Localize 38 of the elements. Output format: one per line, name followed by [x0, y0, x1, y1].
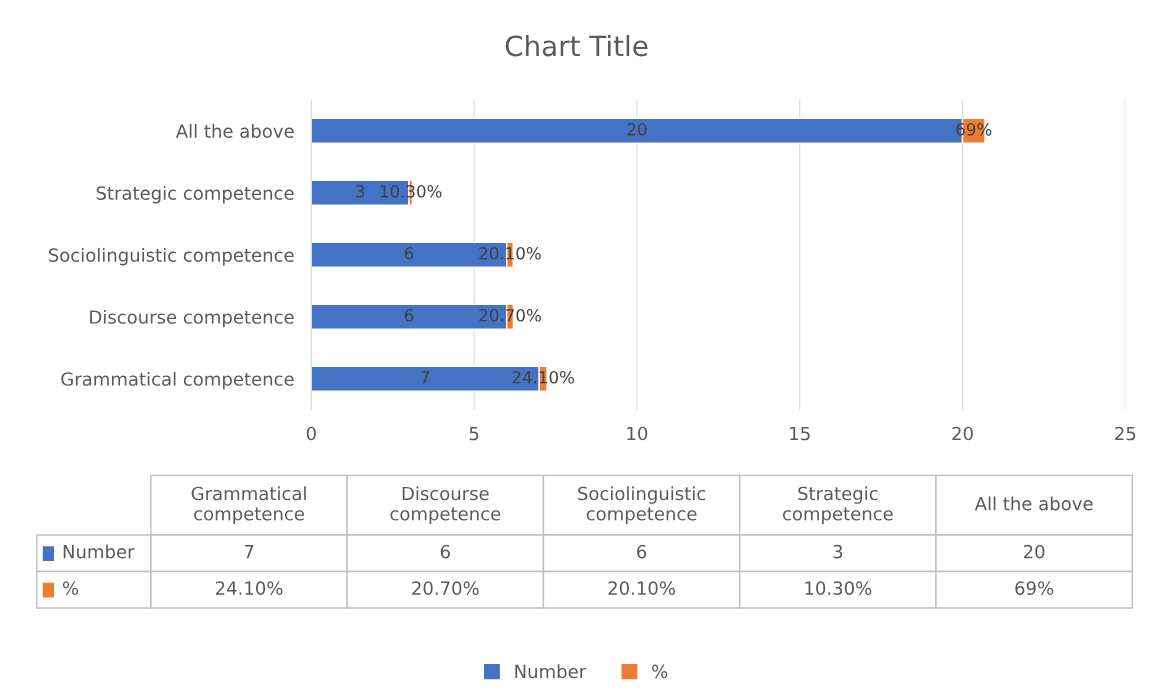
- legend-label: %: [652, 664, 668, 679]
- text: 6: [440, 544, 450, 559]
- x-tick-label: 20: [952, 426, 973, 441]
- x-tick-label: 25: [1115, 426, 1136, 441]
- x-tick-label: 15: [790, 426, 810, 441]
- data-label: 6: [404, 247, 414, 260]
- text: %: [62, 581, 79, 595]
- text: 20: [1023, 544, 1045, 559]
- text: 6: [637, 544, 647, 559]
- category-label: Strategic competence: [782, 486, 893, 525]
- legend-label: Number: [63, 544, 135, 559]
- x-tick-label: 10: [627, 426, 648, 441]
- text: 10.30%: [805, 581, 872, 595]
- text: 20.10%: [608, 581, 676, 595]
- data-label: 3: [356, 185, 365, 198]
- data-label: 24.10%: [512, 370, 575, 384]
- text: 24.10%: [215, 581, 283, 595]
- text: Number: [515, 664, 587, 679]
- x-tick-label: 5: [469, 426, 479, 441]
- category-label: All the above: [974, 496, 1093, 511]
- text: 69%: [1015, 581, 1054, 595]
- x-tick-label: 0: [306, 426, 316, 441]
- chart-title: Chart Title: [505, 34, 648, 57]
- data-label: 20.10%: [479, 247, 541, 260]
- category-label: Sociolinguistic competence: [578, 486, 706, 525]
- text: 3: [833, 544, 843, 559]
- data-label: 20: [627, 123, 647, 136]
- data-label: 6: [404, 308, 414, 322]
- y-tick-label: Sociolinguistic competence: [48, 247, 294, 266]
- text: 20.70%: [412, 581, 479, 595]
- y-tick-label: Strategic competence: [96, 185, 294, 204]
- category-label: Discourse competence: [390, 486, 501, 525]
- y-tick-label: All the above: [175, 123, 294, 138]
- data-label: 20.70%: [479, 308, 541, 322]
- y-tick-label: Grammatical competence: [61, 371, 294, 390]
- data-label: 7: [421, 371, 430, 384]
- y-tick-label: Discourse competence: [90, 309, 294, 328]
- text: 7: [244, 545, 254, 559]
